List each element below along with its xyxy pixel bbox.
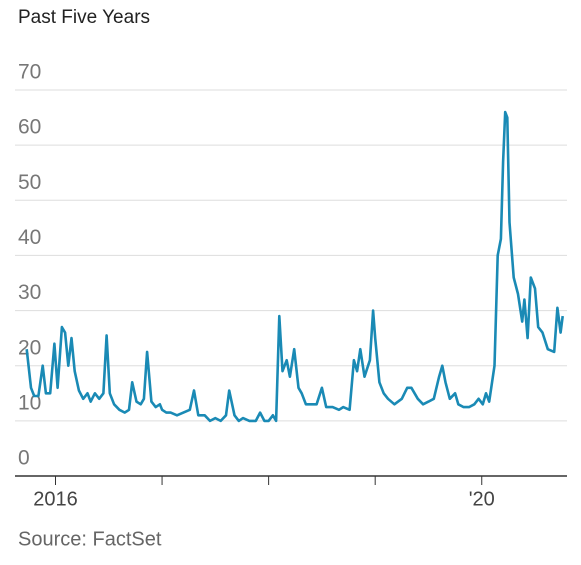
source: Source: FactSet [18,528,162,550]
y-tick-label: 40 [18,226,41,249]
x-tick-label: 2016 [33,488,78,510]
line [25,110,564,423]
x-tick-label: '20 [469,488,495,510]
y-tick-label: 50 [18,171,41,194]
y-tick-label: 30 [18,281,41,304]
y-tick-label: 60 [18,116,41,139]
y-tick-label: 20 [18,336,41,359]
y-tick-label: 0 [18,447,30,470]
y-tick-label: 70 [18,61,41,84]
chart-title: Past Five Years [18,7,150,28]
